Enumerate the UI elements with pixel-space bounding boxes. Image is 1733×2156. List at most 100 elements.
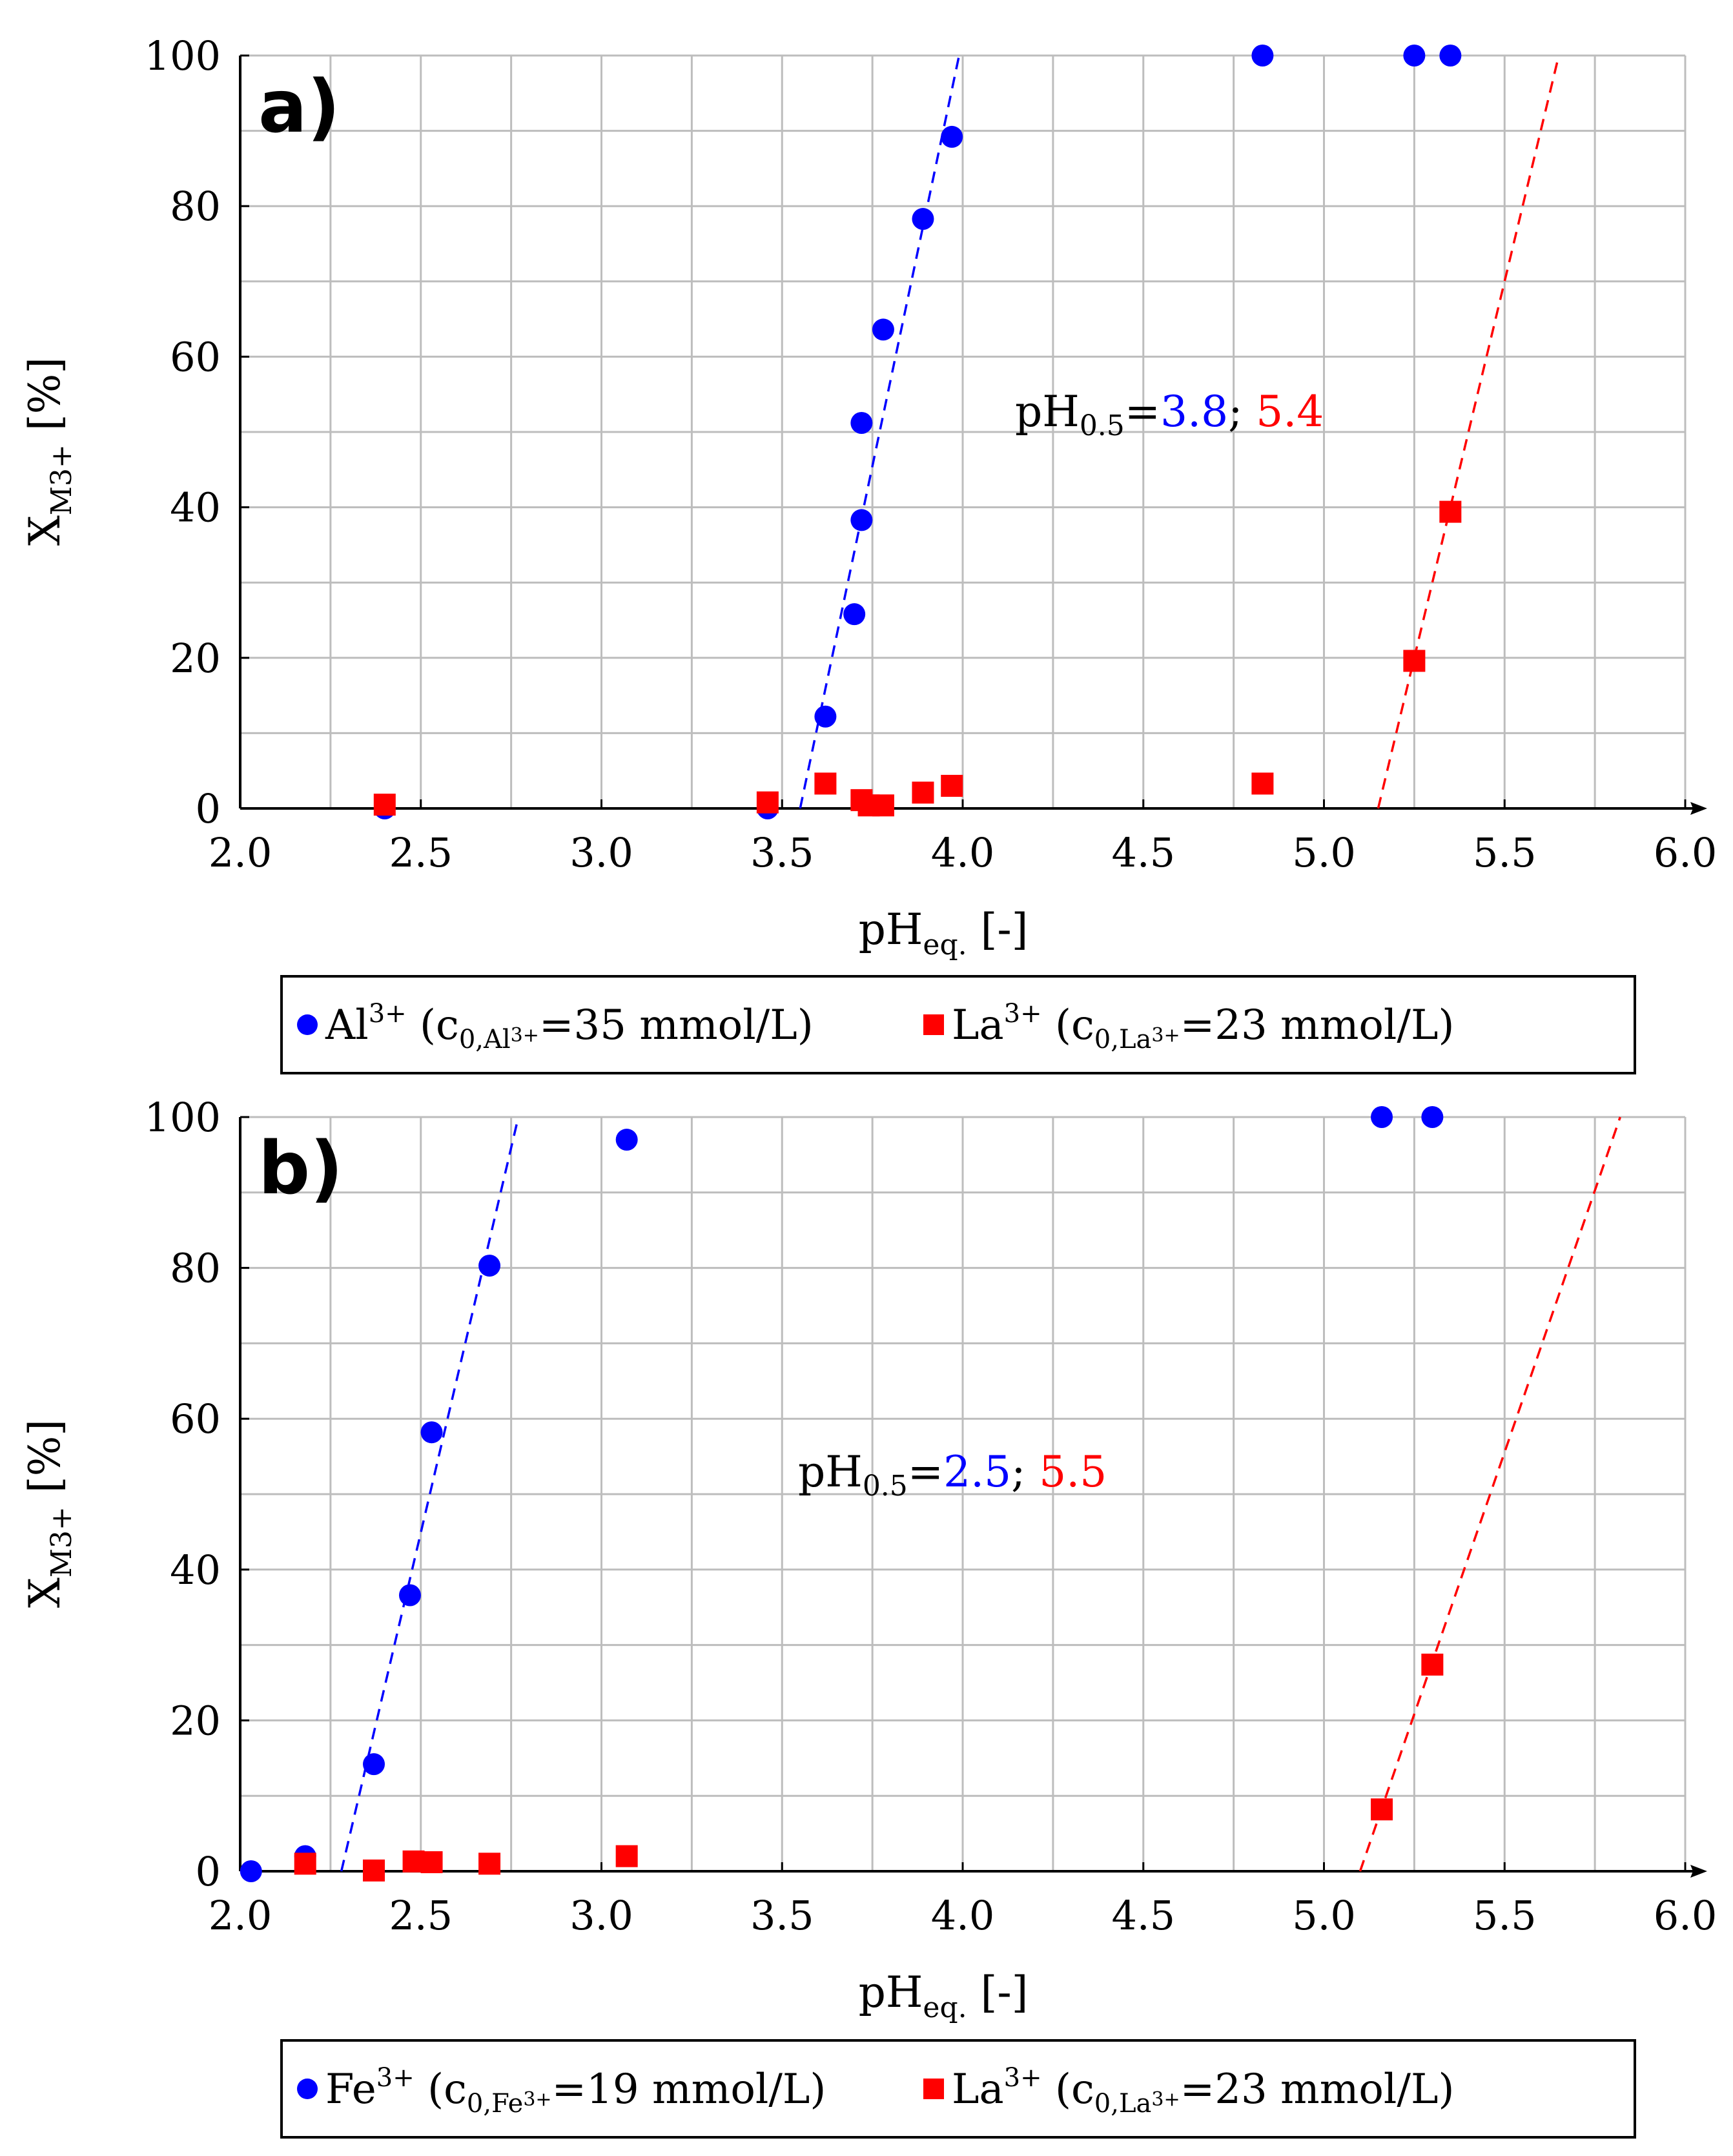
x-tick-label: 4.5	[1111, 829, 1175, 876]
data-point	[941, 775, 963, 797]
ph-annotation-sep: ;	[1228, 387, 1256, 436]
legend-ion-sup: 3+	[376, 2063, 415, 2093]
data-point	[850, 509, 873, 531]
fit-line-fe	[340, 1116, 520, 1872]
data-point	[373, 794, 396, 816]
ph-annotation-value2: 5.4	[1256, 387, 1324, 436]
y-axis-label-main: X	[20, 515, 70, 546]
legend-box	[280, 2039, 1636, 2139]
fit-line-la	[1359, 1116, 1621, 1872]
legend-conc-sub: 0,La	[1094, 1025, 1152, 1054]
x-axis-label-main: pH	[859, 1967, 923, 2017]
fit-line-al	[799, 55, 961, 809]
y-tick-label: 0	[196, 1848, 221, 1895]
y-axis-label: XM3+ [%]	[20, 357, 78, 546]
legend-conc-subsup: 3+	[511, 1024, 539, 1047]
data-point	[478, 1853, 501, 1875]
legend-ion-sup: 3+	[369, 999, 407, 1029]
x-tick-label: 2.0	[209, 1892, 272, 1939]
chart-panel-b: 2.0 2.5 3.0 3.5 4.0 4.5 5.0 5.5 6.0 0 20 40 60 80 100 p…	[20, 1094, 1718, 2139]
y-tick-label: 20	[170, 1697, 221, 1744]
legend-ion: Fe	[325, 2066, 376, 2113]
data-point	[1403, 45, 1426, 67]
panel-label: b)	[258, 1127, 343, 1211]
y-tick-label: 0	[196, 785, 221, 832]
x-axis-label-sub: eq.	[923, 1991, 967, 2024]
data-point	[1439, 45, 1462, 67]
data-point	[294, 1853, 316, 1875]
x-axis-arrow	[1690, 802, 1707, 815]
data-point	[1251, 772, 1274, 795]
y-axis-label-main: X	[20, 1577, 70, 1608]
x-axis-label: pHeq. [-]	[859, 905, 1029, 961]
data-point	[1251, 45, 1274, 67]
y-axis-label-unit: [%]	[20, 1419, 70, 1506]
data-point	[615, 1845, 638, 1867]
legend-conc-sub: 0,Fe	[467, 2089, 523, 2119]
legend-conc-value: =23 mmol/L)	[1180, 1001, 1455, 1049]
data-point	[912, 781, 934, 804]
x-tick-label: 6.0	[1654, 829, 1718, 876]
legend-conc-subsup: 3+	[1151, 2088, 1180, 2111]
data-point	[363, 1753, 385, 1776]
y-tick-label: 80	[170, 183, 221, 230]
legend-entry-fe: Fe3+ (c0,Fe3+=19 mmol/L)	[325, 2063, 826, 2119]
x-tick-label: 5.0	[1292, 1892, 1356, 1939]
x-tick-label: 2.0	[209, 829, 272, 876]
y-axis-label-sub: M3+	[45, 1506, 78, 1577]
x-tick-label: 3.0	[569, 829, 633, 876]
data-point	[615, 1129, 638, 1151]
legend-conc-open: (c	[1042, 2066, 1094, 2113]
x-tick-label: 2.5	[389, 1892, 453, 1939]
legend-marker	[297, 2079, 318, 2099]
x-axis-label-unit: [-]	[967, 905, 1029, 954]
y-tick-label: 80	[170, 1245, 221, 1292]
ph-annotation-sub: 0.5	[1080, 409, 1125, 442]
x-tick-label: 3.5	[750, 829, 814, 876]
data-point	[478, 1255, 501, 1277]
x-tick-label: 5.5	[1473, 1892, 1537, 1939]
ph-annotation-sep: ;	[1011, 1447, 1039, 1497]
legend-conc-value: =19 mmol/L)	[552, 2066, 826, 2113]
chart-panel-a: 2.0 2.5 3.0 3.5 4.0 4.5 5.0 5.5 6.0 0 20 40 60 80 100 p…	[20, 32, 1718, 1074]
x-tick-label: 4.0	[931, 829, 995, 876]
x-axis-label-unit: [-]	[967, 1967, 1029, 2017]
legend-conc-sub: 0,La	[1094, 2089, 1152, 2119]
ph-annotation: pH0.5=3.8; 5.4	[1015, 387, 1324, 442]
x-axis-label-sub: eq.	[923, 929, 967, 961]
grid	[239, 54, 1687, 810]
legend-marker	[923, 1014, 944, 1035]
x-tick-label: 5.0	[1292, 829, 1356, 876]
legend-entry-al: Al3+ (c0,Al3+=35 mmol/L)	[325, 999, 814, 1054]
data-point	[912, 208, 934, 231]
x-tick-label: 4.5	[1111, 1892, 1175, 1939]
legend-conc-subsup: 3+	[1151, 1024, 1180, 1047]
y-tick-label: 100	[145, 1094, 221, 1141]
data-point	[1403, 650, 1426, 672]
legend-conc-value: =23 mmol/L)	[1180, 2066, 1455, 2113]
x-tick-label: 6.0	[1654, 1892, 1718, 1939]
x-axis-label: pHeq. [-]	[859, 1967, 1029, 2024]
legend-ion: La	[952, 1001, 1004, 1049]
x-axis-arrow	[1690, 1865, 1707, 1878]
legend: Al3+ (c0,Al3+=35 mmol/L) La3+ (c0,La3+=23…	[280, 975, 1636, 1074]
data-point	[420, 1421, 443, 1444]
data-point	[814, 705, 837, 728]
legend-entry-la: La3+ (c0,La3+=23 mmol/L)	[952, 999, 1454, 1054]
x-tick-label: 4.0	[931, 1892, 995, 1939]
x-axis-label-main: pH	[859, 905, 923, 954]
legend-ion-sup: 3+	[1004, 999, 1042, 1029]
y-axis-label-unit: [%]	[20, 357, 70, 444]
ph-annotation: pH0.5=2.5; 5.5	[798, 1447, 1107, 1503]
legend-conc-sub: 0,Al	[459, 1025, 511, 1054]
data-point	[941, 125, 963, 148]
legend-conc-open: (c	[407, 1001, 459, 1049]
data-point	[1371, 1798, 1393, 1821]
legend: Fe3+ (c0,Fe3+=19 mmol/L) La3+ (c0,La3+=23…	[280, 2039, 1636, 2139]
legend-conc-open: (c	[415, 2066, 467, 2113]
series-la	[294, 1653, 1444, 1882]
series-la	[373, 500, 1462, 817]
y-axis-label: XM3+ [%]	[20, 1419, 78, 1608]
legend-marker	[923, 2079, 944, 2099]
y-tick-label: 40	[170, 484, 221, 531]
